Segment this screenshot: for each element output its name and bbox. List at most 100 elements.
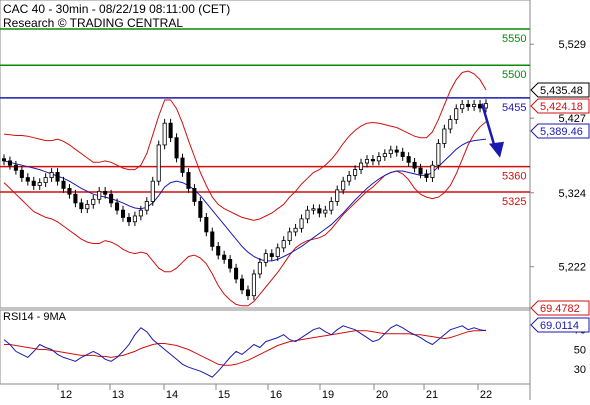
candle-body <box>388 149 393 155</box>
lower-bollinger-band <box>3 121 487 307</box>
candle-body <box>293 227 298 233</box>
candle-body <box>13 164 18 171</box>
x-tick-label: 20 <box>376 389 388 400</box>
price-tag-box <box>530 98 590 114</box>
candle-body <box>216 245 221 256</box>
price-tags: 5,435.48 5,424.18 5,389.46 69.4782 69.0114 <box>530 82 590 333</box>
rsi-tag-label: 69.0114 <box>540 320 579 332</box>
candle-body <box>245 289 251 297</box>
candle-body <box>311 208 316 211</box>
y-tick-label: 5,529 <box>558 39 586 51</box>
candle-body <box>448 119 453 130</box>
chart-subtitle: Research © TRADING CENTRAL <box>3 16 183 30</box>
candle-body <box>180 157 185 173</box>
candle-body <box>442 128 447 144</box>
candle-body <box>382 153 387 157</box>
level-label-5360: 5360 <box>502 171 526 183</box>
candle-body <box>275 247 280 257</box>
candle-body <box>31 180 36 186</box>
x-tick-label: 13 <box>112 389 124 400</box>
x-tick-label: 14 <box>166 389 178 400</box>
y-tick-label: 5,427 <box>558 113 586 125</box>
candle-body <box>150 180 155 202</box>
candle-body <box>55 172 60 182</box>
candle-body <box>144 201 149 211</box>
candle-body <box>347 174 352 182</box>
candle-body <box>91 198 96 205</box>
level-label-5500: 5500 <box>502 69 526 81</box>
candle-body <box>37 182 42 186</box>
candle-body <box>79 202 84 210</box>
candle-body <box>251 273 256 297</box>
candle-body <box>239 278 245 291</box>
y-tick-label: 5,222 <box>558 262 586 274</box>
price-tag-label: 5,435.48 <box>540 85 583 97</box>
candle-body <box>138 209 143 217</box>
rsi-line <box>3 324 487 378</box>
forecast-arrow-head <box>489 141 504 158</box>
candle-body <box>436 143 441 166</box>
candle-body <box>67 188 72 195</box>
candle-body <box>263 253 268 263</box>
rsi-tag-label: 69.4782 <box>540 303 580 315</box>
candle-body <box>394 149 399 153</box>
candle-body <box>323 209 328 214</box>
x-tick-label: 19 <box>322 389 334 400</box>
candle-body <box>132 215 137 223</box>
x-tick-label: 15 <box>218 389 230 400</box>
candle-body <box>7 160 12 166</box>
candle-body <box>466 103 471 107</box>
chart-title: CAC 40 - 30min - 08/22/19 08:11:00 (CET) <box>3 2 230 16</box>
candle-body <box>406 156 411 163</box>
candle-body <box>317 208 322 214</box>
candle-body <box>257 261 262 275</box>
candle-body <box>329 201 334 211</box>
forecast-arrow-shaft <box>480 103 497 149</box>
candle-body <box>73 193 78 204</box>
candle-body <box>370 159 375 162</box>
rsi-tag-box <box>530 317 590 333</box>
candle-body <box>25 177 30 182</box>
candle-body <box>424 173 429 178</box>
candle-body <box>49 172 54 178</box>
candle-body <box>210 231 215 247</box>
candle-body <box>335 189 340 202</box>
candle-body <box>418 167 423 175</box>
candle-body <box>204 217 209 233</box>
candle-body <box>430 164 435 178</box>
candle-body <box>281 240 286 249</box>
candle-body <box>234 267 239 280</box>
price-tag-box <box>530 123 590 139</box>
candle-body <box>85 203 90 210</box>
candle-body <box>61 180 66 189</box>
rsi-panel-title: RSI14 - 9MA <box>3 311 67 323</box>
level-label-5550: 5550 <box>502 33 526 45</box>
rsi-tick-label: 30 <box>574 364 586 376</box>
candle-body <box>460 103 465 110</box>
x-tick-label: 22 <box>480 389 492 400</box>
moving-average-line <box>3 138 487 262</box>
price-tag-label: 5,424.18 <box>540 101 583 113</box>
candle-body <box>483 103 489 109</box>
candle-body <box>115 202 120 211</box>
candle-body <box>305 209 310 220</box>
candle-body <box>269 253 274 257</box>
candle-body <box>168 122 173 139</box>
forecast-arrow <box>480 103 504 158</box>
candle-body <box>353 169 358 176</box>
candle-body <box>222 254 227 260</box>
candle-body <box>192 188 197 202</box>
y-tick-label: 5,324 <box>558 188 586 200</box>
bollinger-bands <box>3 70 487 307</box>
candle-body <box>1 158 7 162</box>
candle-body <box>299 218 304 229</box>
rsi-tick-label: 50 <box>574 344 586 356</box>
candle-body <box>341 180 346 191</box>
level-label-5455: 5455 <box>502 102 526 114</box>
candle-body <box>359 162 364 170</box>
x-tick-label: 12 <box>60 389 72 400</box>
candle-body <box>120 209 126 218</box>
candle-body <box>454 108 459 120</box>
rsi-series <box>3 324 487 378</box>
